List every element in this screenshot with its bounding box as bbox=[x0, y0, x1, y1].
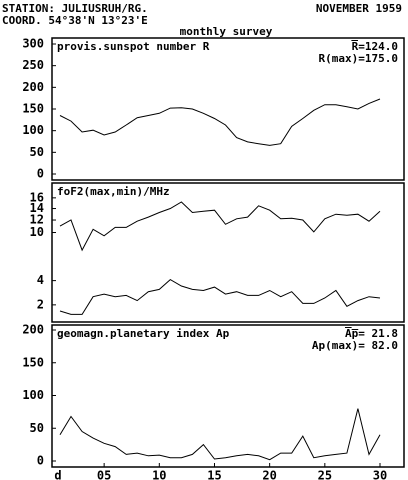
y-tick-label: 12 bbox=[30, 213, 44, 227]
x-tick-label: 25 bbox=[318, 469, 332, 480]
y-tick-label: 2 bbox=[37, 297, 44, 311]
y-tick-label: 50 bbox=[30, 145, 44, 159]
panel-frame bbox=[51, 182, 405, 323]
y-tick-label: 300 bbox=[22, 37, 44, 51]
coord: COORD. 54°38'N 13°23'E bbox=[2, 14, 148, 27]
station: STATION: JULIUSRUH/RG. bbox=[2, 2, 148, 15]
data-line bbox=[59, 408, 381, 461]
annotation: Ap(max)= 82.0 bbox=[312, 339, 398, 352]
annotation: A̅p̅= 21.8 bbox=[345, 327, 398, 340]
x-tick-label: 20 bbox=[262, 469, 276, 480]
x-tick-label: 05 bbox=[97, 469, 111, 480]
y-tick-label: 200 bbox=[22, 323, 44, 337]
y-tick-label: 200 bbox=[22, 80, 44, 94]
y-tick-label: 150 bbox=[22, 102, 44, 116]
y-tick-label: 0 bbox=[37, 454, 44, 468]
panel-title: provis.sunspot number R bbox=[57, 40, 210, 53]
panel-title: foF2(max,min)/MHz bbox=[57, 185, 170, 198]
month: NOVEMBER 1959 bbox=[316, 2, 402, 15]
data-line bbox=[59, 278, 381, 315]
subtitle: monthly survey bbox=[180, 25, 273, 38]
panel-title: geomagn.planetary index Ap bbox=[57, 327, 230, 340]
y-tick-label: 250 bbox=[22, 58, 44, 72]
y-tick-label: 150 bbox=[22, 355, 44, 369]
annotation: R(max)=175.0 bbox=[319, 52, 398, 65]
x-tick-label: 10 bbox=[152, 469, 166, 480]
x-tick-label: 30 bbox=[373, 469, 387, 480]
y-tick-label: 100 bbox=[22, 123, 44, 137]
x-label: d bbox=[54, 469, 61, 480]
y-tick-label: 100 bbox=[22, 388, 44, 402]
y-tick-label: 50 bbox=[30, 421, 44, 435]
y-tick-label: 4 bbox=[37, 273, 44, 287]
data-line bbox=[59, 98, 381, 146]
annotation: R̅=124.0 bbox=[351, 40, 398, 53]
x-tick-label: 15 bbox=[207, 469, 221, 480]
y-tick-label: 14 bbox=[30, 201, 44, 215]
y-tick-label: 16 bbox=[30, 190, 44, 204]
y-tick-label: 10 bbox=[30, 225, 44, 239]
y-tick-label: 0 bbox=[37, 167, 44, 181]
data-line bbox=[59, 201, 381, 252]
